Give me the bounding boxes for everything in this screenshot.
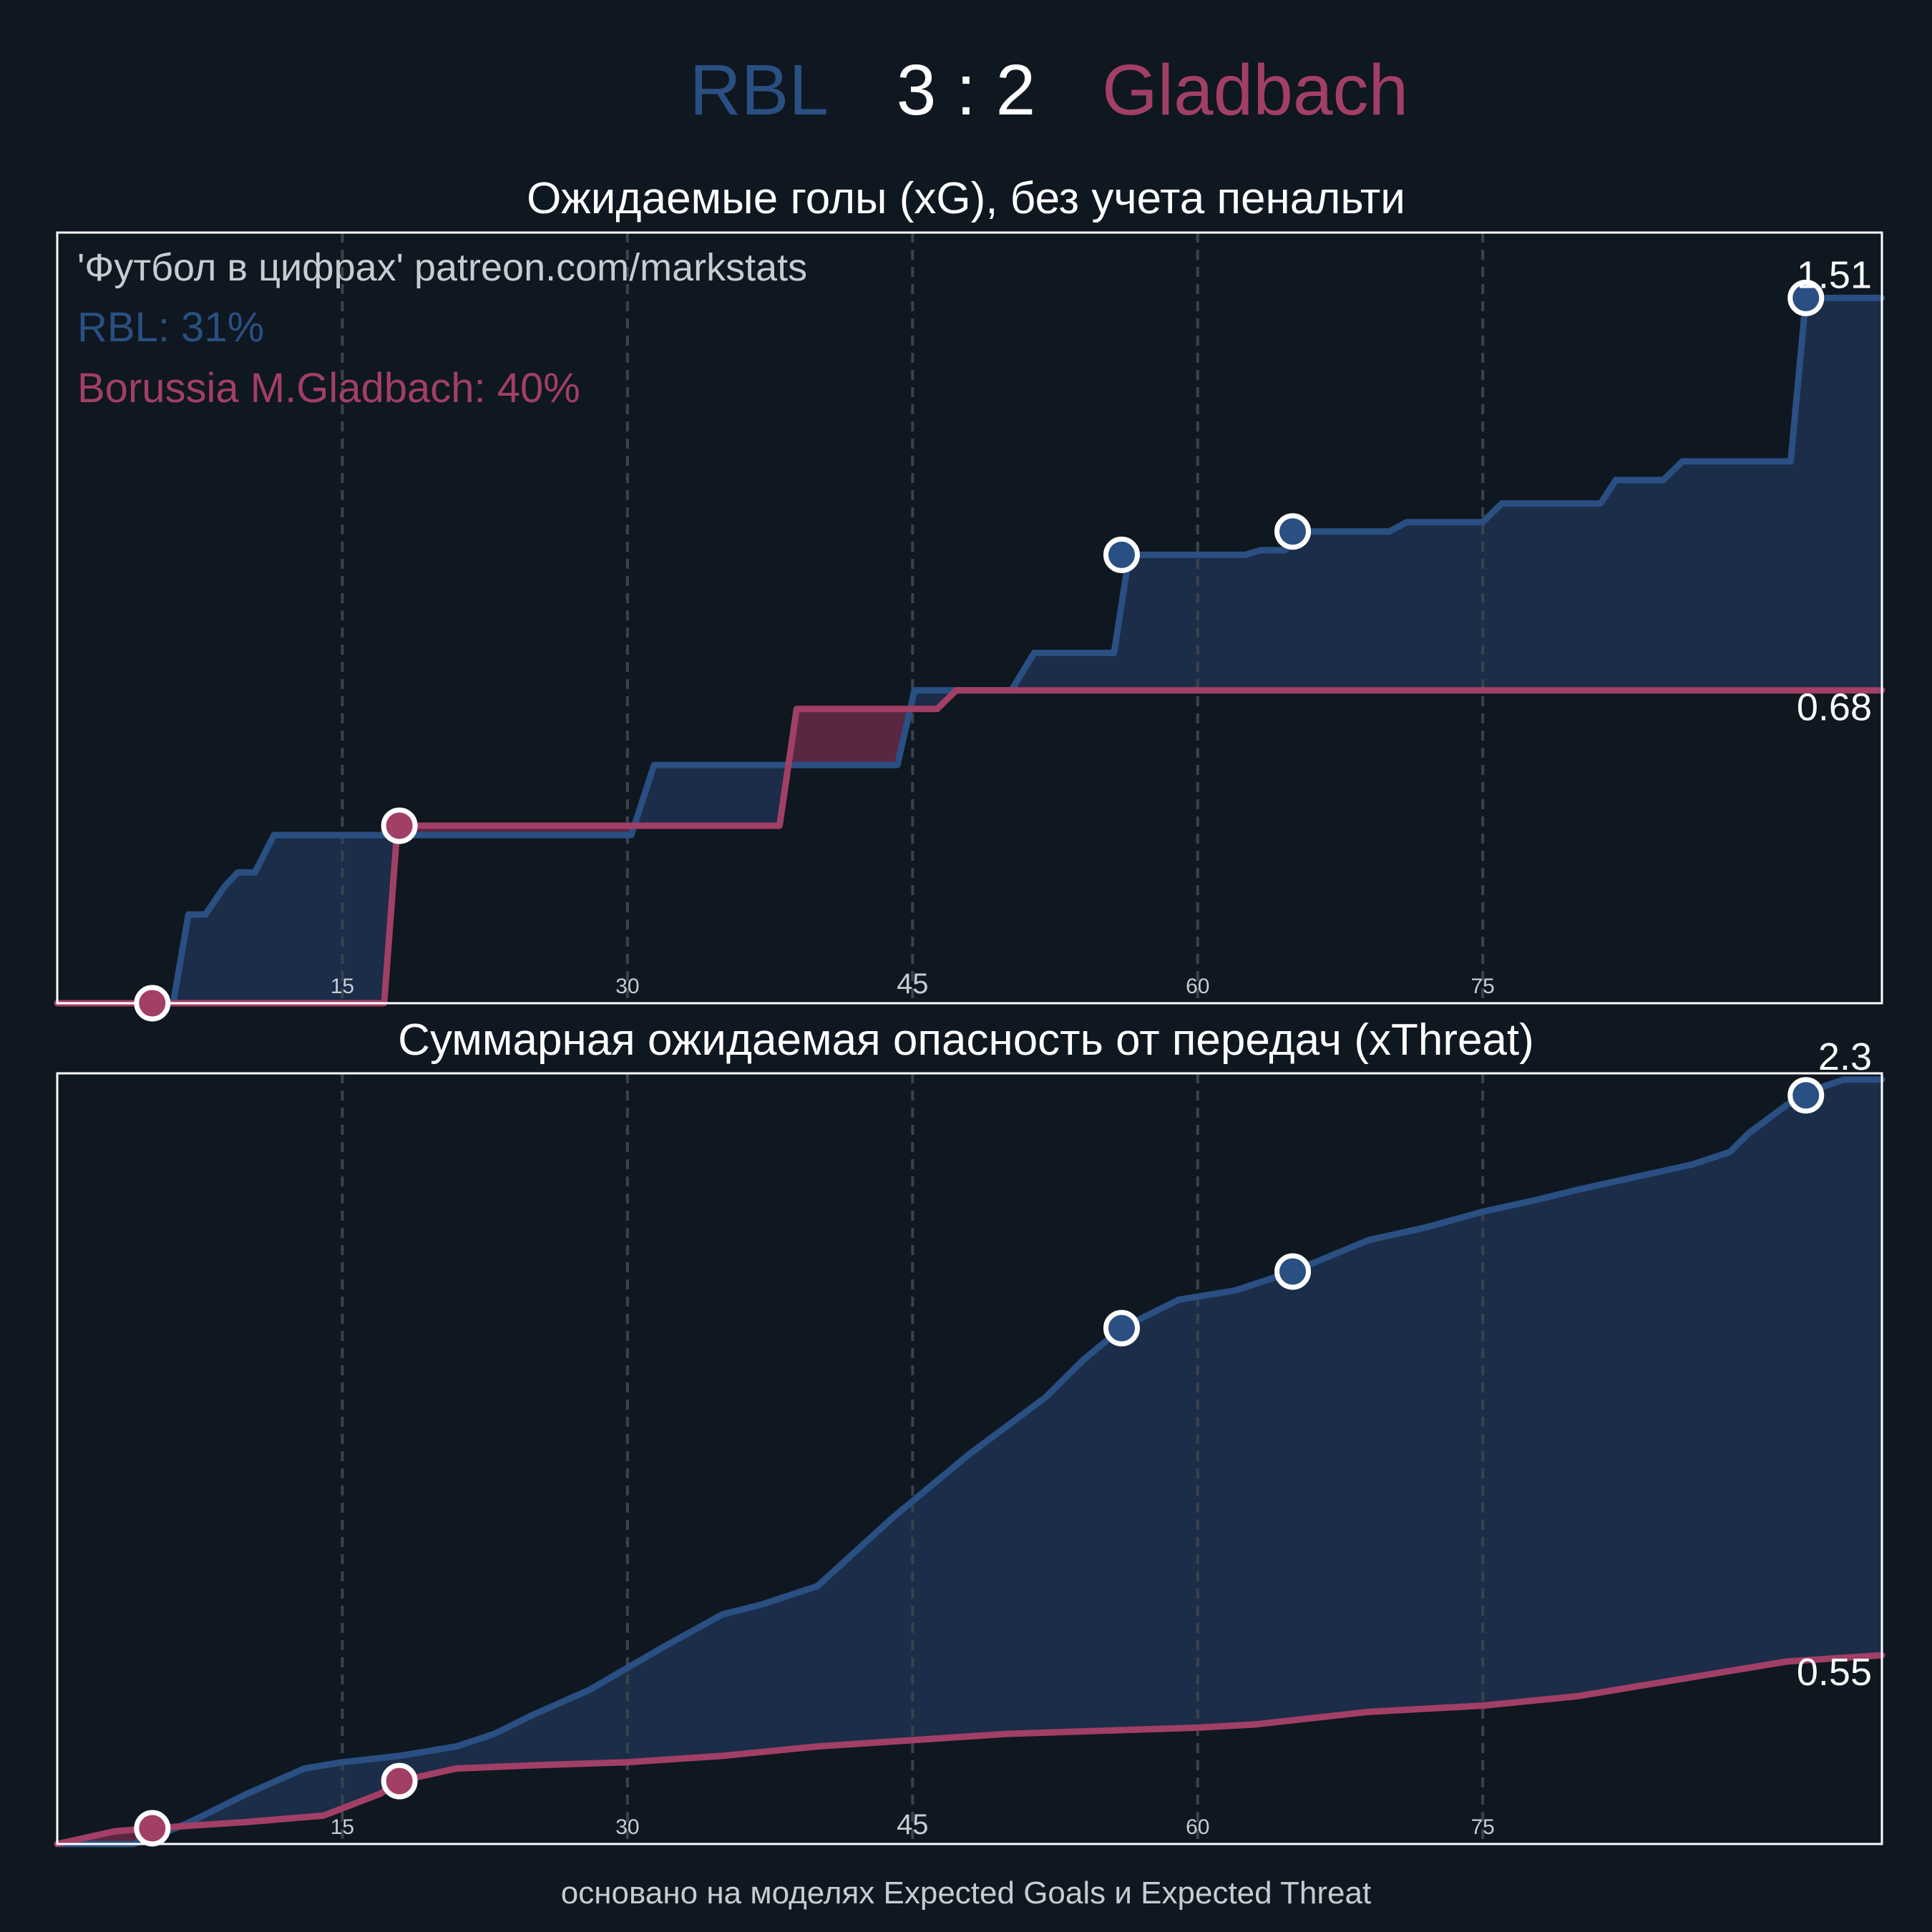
legend-home-share: RBL: 31%: [77, 304, 264, 351]
home-final-value: 1.51: [1797, 253, 1872, 296]
xg-chart-title: Ожидаемые голы (xG), без учета пенальти: [527, 174, 1405, 223]
x-tick-label-75: 75: [1471, 1815, 1495, 1839]
away-goal-marker: [134, 1810, 171, 1847]
home-lead-area: [182, 1079, 1882, 1827]
watermark-text: 'Футбол в цифрах' patreon.com/markstats: [77, 246, 807, 289]
away-final-value: 0.68: [1797, 686, 1872, 729]
x-tick-label-45: 45: [897, 968, 929, 1000]
home-lead-area: [912, 298, 1882, 709]
away-lead-area: [791, 698, 913, 766]
x-tick-label-75: 75: [1471, 975, 1495, 998]
plot-frame: [56, 231, 1883, 1005]
home-goal-marker: [1787, 279, 1825, 316]
away-goal-marker: [381, 1762, 418, 1800]
away-series-line: [54, 1652, 1885, 1848]
x-tick-label-15: 15: [331, 975, 354, 998]
home-goal-marker: [1103, 536, 1140, 573]
legend-away-share: Borussia M.Gladbach: 40%: [77, 365, 580, 411]
x-tick-label-30: 30: [615, 975, 639, 998]
home-final-value: 2.3: [1818, 1035, 1872, 1078]
away-goal-marker: [381, 807, 418, 844]
x-tick-label-30: 30: [615, 1815, 639, 1839]
home-goal-marker: [1274, 513, 1312, 550]
home-goal-marker: [1103, 1309, 1140, 1347]
home-goal-marker: [1787, 1077, 1825, 1114]
xg-chart-panel: 15 30 45 60 75 1.51 0.68: [54, 231, 1885, 1022]
home-series-line: [54, 1076, 1885, 1848]
plot-frame: [56, 1072, 1883, 1845]
away-series-line: [54, 687, 1885, 1007]
xthreat-chart-panel: 15 30 45 60 75 2.3 0.55: [54, 1035, 1885, 1848]
away-final-value: 0.55: [1797, 1651, 1872, 1694]
x-tick-label-60: 60: [1186, 975, 1209, 998]
footer-note: основано на моделях Expected Goals и Exp…: [561, 1875, 1371, 1911]
home-goal-marker: [1274, 1253, 1312, 1290]
x-tick-label-45: 45: [897, 1809, 929, 1840]
xthreat-chart-title: Суммарная ожидаемая опасность от передач…: [398, 1015, 1534, 1065]
away-team-name: Gladbach: [1102, 50, 1408, 130]
x-tick-label-60: 60: [1186, 1815, 1209, 1839]
home-lead-area: [57, 826, 400, 1003]
x-tick-label-15: 15: [331, 1815, 354, 1839]
away-goal-marker: [134, 985, 171, 1022]
match-score: 3 : 2: [897, 50, 1036, 130]
home-team-name: RBL: [689, 50, 829, 130]
